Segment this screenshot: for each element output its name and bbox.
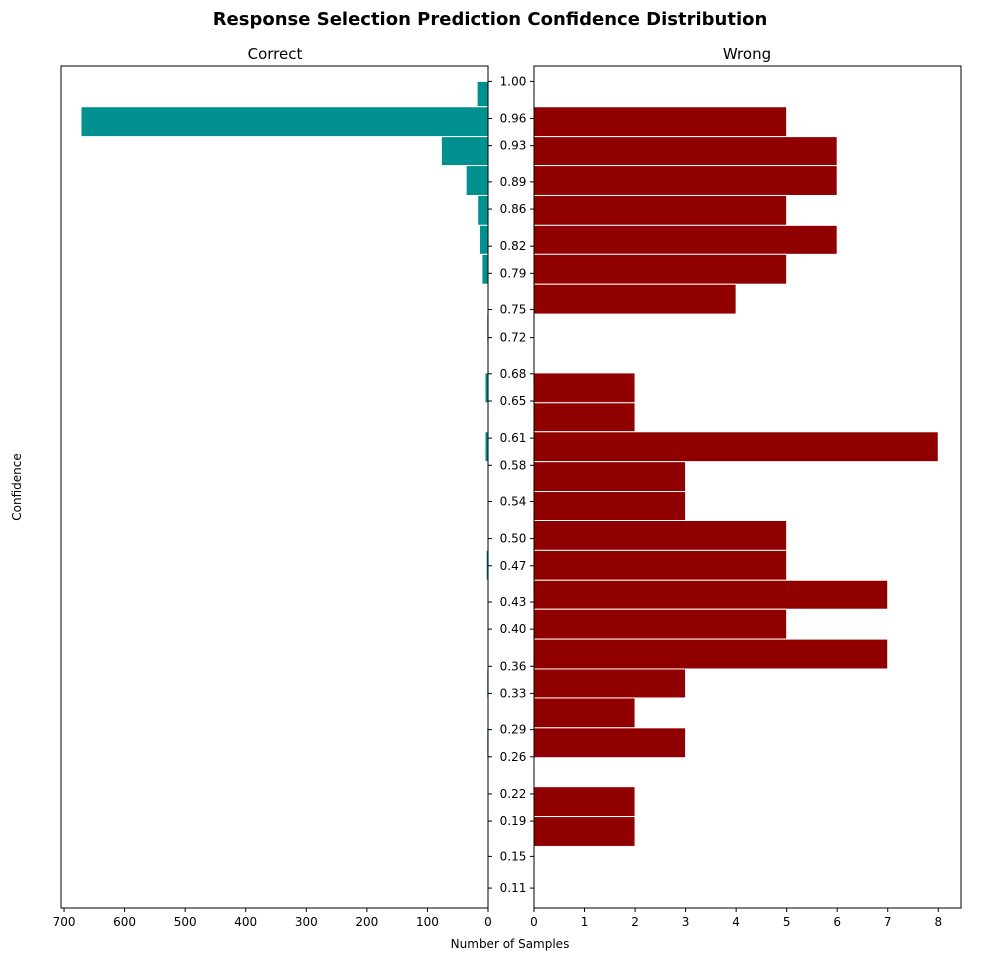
x-tick-label: 2: [631, 915, 639, 929]
y-tick-label: 0.33: [500, 686, 527, 700]
correct-bars: [80, 80, 489, 759]
wrong-bar: [533, 816, 636, 847]
x-tick-label: 300: [295, 915, 318, 929]
y-tick-label: 0.47: [500, 559, 527, 573]
wrong-bars: [533, 106, 939, 847]
correct-bar: [476, 80, 489, 108]
wrong-bar: [533, 668, 687, 699]
x-tick-label: 0: [530, 915, 538, 929]
x-tick-label: 500: [174, 915, 197, 929]
wrong-bar: [533, 579, 889, 610]
wrong-bar: [533, 106, 788, 138]
wrong-bar: [533, 253, 788, 285]
y-tick-label: 0.58: [500, 458, 527, 472]
y-tick-label: 0.50: [500, 532, 527, 546]
y-tick-label: 0.93: [500, 139, 527, 153]
x-tick-label: 600: [113, 915, 136, 929]
wrong-bar: [533, 431, 939, 463]
y-tick-label: 0.15: [500, 849, 527, 863]
x-tick-label: 400: [234, 915, 257, 929]
wrong-bar: [533, 638, 889, 670]
x-tick-label: 5: [783, 915, 791, 929]
y-tick-label: 0.22: [500, 787, 527, 801]
y-tick-label: 0.11: [500, 881, 527, 895]
y-tick-label: 0.79: [500, 266, 527, 280]
y-axis-ticks: 0.11 0.15 0.19 0.22 0.26 0.29 0.33 0.36 0.40 0.43…: [488, 74, 534, 895]
wrong-bar: [533, 786, 636, 818]
y-tick-label: 0.86: [500, 202, 527, 216]
right-panel-title: Wrong: [723, 45, 771, 63]
chart-title: Response Selection Prediction Confidence…: [213, 9, 768, 30]
wrong-bar: [533, 372, 636, 404]
y-axis-label: Confidence: [10, 453, 24, 520]
left-axes-frame: [60, 65, 489, 909]
correct-bar: [477, 194, 489, 226]
x-axis-label: Number of Samples: [451, 937, 570, 951]
y-tick-label: 0.26: [500, 750, 527, 764]
right-axes-frame: [533, 65, 962, 909]
x-tick-label: 6: [833, 915, 841, 929]
wrong-bar: [533, 283, 737, 315]
y-tick-label: 0.82: [500, 239, 527, 253]
y-tick-label: 0.40: [500, 622, 527, 636]
wrong-bar: [533, 519, 788, 551]
y-tick-label: 0.43: [500, 595, 527, 609]
wrong-bar: [533, 697, 636, 729]
x-tick-label: 7: [884, 915, 892, 929]
y-tick-label: 0.29: [500, 723, 527, 737]
left-x-axis-ticks: 700 600 500 400 300 200 100 0: [53, 908, 492, 929]
wrong-bar: [533, 608, 788, 640]
y-tick-label: 0.96: [500, 112, 527, 126]
x-tick-label: 1: [581, 915, 589, 929]
wrong-bar: [533, 549, 788, 581]
x-tick-label: 100: [416, 915, 439, 929]
wrong-bar: [533, 491, 687, 521]
correct-bar: [465, 165, 489, 196]
correct-bar: [479, 224, 489, 255]
x-tick-label: 8: [934, 915, 942, 929]
x-tick-label: 200: [355, 915, 378, 929]
x-tick-label: 4: [732, 915, 740, 929]
wrong-bar: [533, 402, 636, 433]
wrong-bar: [533, 165, 838, 196]
y-tick-label: 0.19: [500, 814, 527, 828]
y-tick-label: 0.89: [500, 175, 527, 189]
correct-bar: [481, 253, 489, 285]
wrong-bar: [533, 136, 838, 167]
correct-bar: [80, 106, 489, 138]
y-tick-label: 0.54: [500, 494, 527, 508]
x-tick-label: 3: [682, 915, 690, 929]
y-tick-label: 1.00: [500, 74, 527, 88]
x-tick-label: 0: [484, 915, 492, 929]
y-tick-label: 0.68: [500, 367, 527, 381]
y-tick-label: 0.65: [500, 394, 527, 408]
wrong-bar: [533, 224, 838, 255]
wrong-bar: [533, 194, 788, 226]
correct-bar: [440, 136, 489, 167]
wrong-bar: [533, 461, 687, 493]
y-tick-label: 0.72: [500, 331, 527, 345]
y-tick-label: 0.75: [500, 303, 527, 317]
right-x-axis-ticks: 0 1 2 3 4 5 6 7 8: [530, 908, 942, 929]
wrong-bar: [533, 727, 687, 759]
left-panel-title: Correct: [248, 45, 303, 63]
y-tick-label: 0.61: [500, 431, 527, 445]
y-tick-label: 0.36: [500, 659, 527, 673]
x-tick-label: 700: [53, 915, 76, 929]
